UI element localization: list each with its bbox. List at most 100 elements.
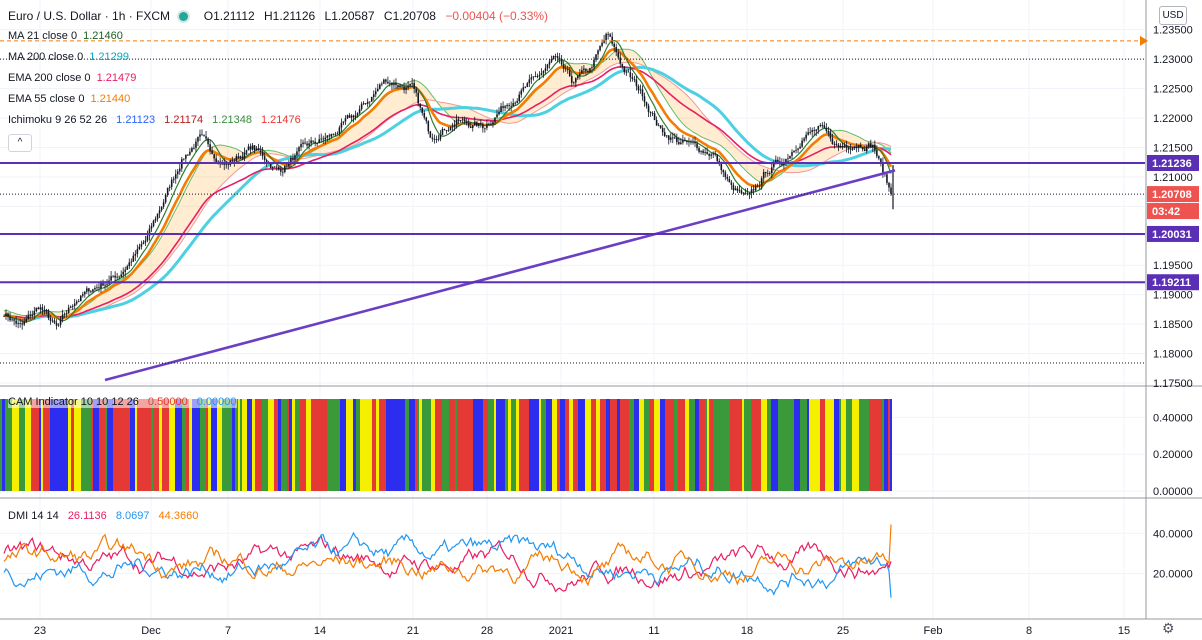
candle-body <box>732 184 735 191</box>
cam-bar <box>240 399 242 491</box>
candle-body <box>560 58 563 65</box>
legend-value: 1.21440 <box>90 93 131 105</box>
candle-body <box>290 158 292 163</box>
cam-bar <box>668 399 674 491</box>
candle-body <box>57 324 60 326</box>
candle-body <box>803 138 805 141</box>
candle-body <box>156 213 159 219</box>
symbol-title[interactable]: Euro / U.S. Dollar · 1h · FXCM <box>8 9 171 23</box>
collapse-legend-button[interactable]: ^ <box>8 134 32 152</box>
cam-bar <box>363 399 366 491</box>
candle-body <box>785 158 787 163</box>
currency-button[interactable]: USD <box>1159 6 1187 25</box>
cam-bar <box>705 399 707 491</box>
candle-body <box>288 162 290 167</box>
candle-body <box>368 101 371 103</box>
candle-body <box>407 85 409 88</box>
cam-bar <box>186 399 189 491</box>
cam-bar <box>144 399 151 491</box>
candle-body <box>710 154 712 156</box>
candle-body <box>9 316 11 321</box>
candle-body <box>33 311 36 315</box>
candle-body <box>207 138 209 145</box>
cam-bar <box>217 399 219 491</box>
candle-body <box>724 172 727 178</box>
candle-body <box>421 107 424 113</box>
cam-bar <box>182 399 186 491</box>
legend-ma21[interactable]: MA 21 close 0 1.21460 <box>8 30 123 42</box>
candle-body <box>415 88 417 93</box>
ohlc-low: L1.20587 <box>324 9 375 23</box>
legend-dmi[interactable]: DMI 14 14 26.1136 8.0697 44.3660 <box>8 510 198 522</box>
price-tick-label: 1.21500 <box>1153 142 1193 154</box>
candle-body <box>69 306 72 308</box>
candle-body <box>583 68 585 71</box>
candle-body <box>304 142 306 144</box>
candle-body <box>544 68 547 71</box>
legend-ichimoku[interactable]: Ichimoku 9 26 52 26 1.21123 1.21174 1.21… <box>8 114 301 126</box>
candle-body <box>185 154 187 159</box>
cam-bar <box>890 399 892 491</box>
candle-body <box>712 153 714 155</box>
candle-body <box>572 82 575 84</box>
legend-ema200[interactable]: EMA 200 close 0 1.21479 <box>8 72 136 84</box>
candle-body <box>754 186 757 191</box>
candle-body <box>433 138 436 140</box>
candle-body <box>116 276 118 278</box>
candle-body <box>690 141 692 143</box>
cam-bar <box>192 399 194 491</box>
candle-body <box>492 122 494 125</box>
cam-bar <box>841 399 846 491</box>
candle-body <box>395 83 397 86</box>
candle-body <box>429 131 432 138</box>
candle-body <box>869 143 872 148</box>
cam-bar <box>455 399 457 491</box>
candle-body <box>249 146 252 150</box>
candle-body <box>809 131 811 133</box>
cam-bar <box>744 399 751 491</box>
candle-body <box>340 122 343 128</box>
ema55-line <box>3 47 893 322</box>
legend-label: EMA 55 close 0 <box>8 93 85 105</box>
candle-body <box>502 106 504 108</box>
candle-body <box>874 144 876 151</box>
candle-body <box>789 155 791 159</box>
cam-bar <box>242 399 247 491</box>
legend-label: Ichimoku 9 26 52 26 <box>8 114 108 126</box>
cam-bar <box>274 399 278 491</box>
candle-body <box>205 136 207 139</box>
candle-body <box>61 314 64 320</box>
cam-bar <box>105 399 107 491</box>
candle-body <box>494 117 496 123</box>
cam-bar <box>255 399 257 491</box>
legend-value: 44.3660 <box>158 510 199 522</box>
cam-bar <box>268 399 271 491</box>
candle-body <box>512 103 514 107</box>
candle-body <box>275 166 278 168</box>
candle-body <box>811 130 814 132</box>
candle-body <box>621 63 624 67</box>
legend-cam[interactable]: CAM Indicator 10 10 12 26 0.50000 0.0000… <box>8 396 237 408</box>
cam-bar <box>606 399 610 491</box>
cam-bar <box>866 399 869 491</box>
candle-body <box>286 165 288 167</box>
cam-bar <box>431 399 435 491</box>
candle-body <box>364 103 367 104</box>
gear-icon[interactable]: ⚙ <box>1162 620 1175 636</box>
candle-body <box>801 140 803 147</box>
cam-bar <box>235 399 238 491</box>
cam-bar <box>353 399 356 491</box>
candle-body <box>659 125 662 128</box>
candle-body <box>797 148 799 150</box>
candle-body <box>427 121 430 132</box>
candle-body <box>676 137 678 143</box>
cam-bar <box>511 399 516 491</box>
legend-ema55[interactable]: EMA 55 close 0 1.21440 <box>8 93 130 105</box>
alert-marker-icon <box>1140 35 1148 46</box>
candle-body <box>215 158 217 163</box>
candle-body <box>67 307 70 314</box>
legend-ma200[interactable]: MA 200 close 0 1.21299 <box>8 51 129 63</box>
candle-body <box>839 145 842 147</box>
candle-body <box>314 141 316 144</box>
